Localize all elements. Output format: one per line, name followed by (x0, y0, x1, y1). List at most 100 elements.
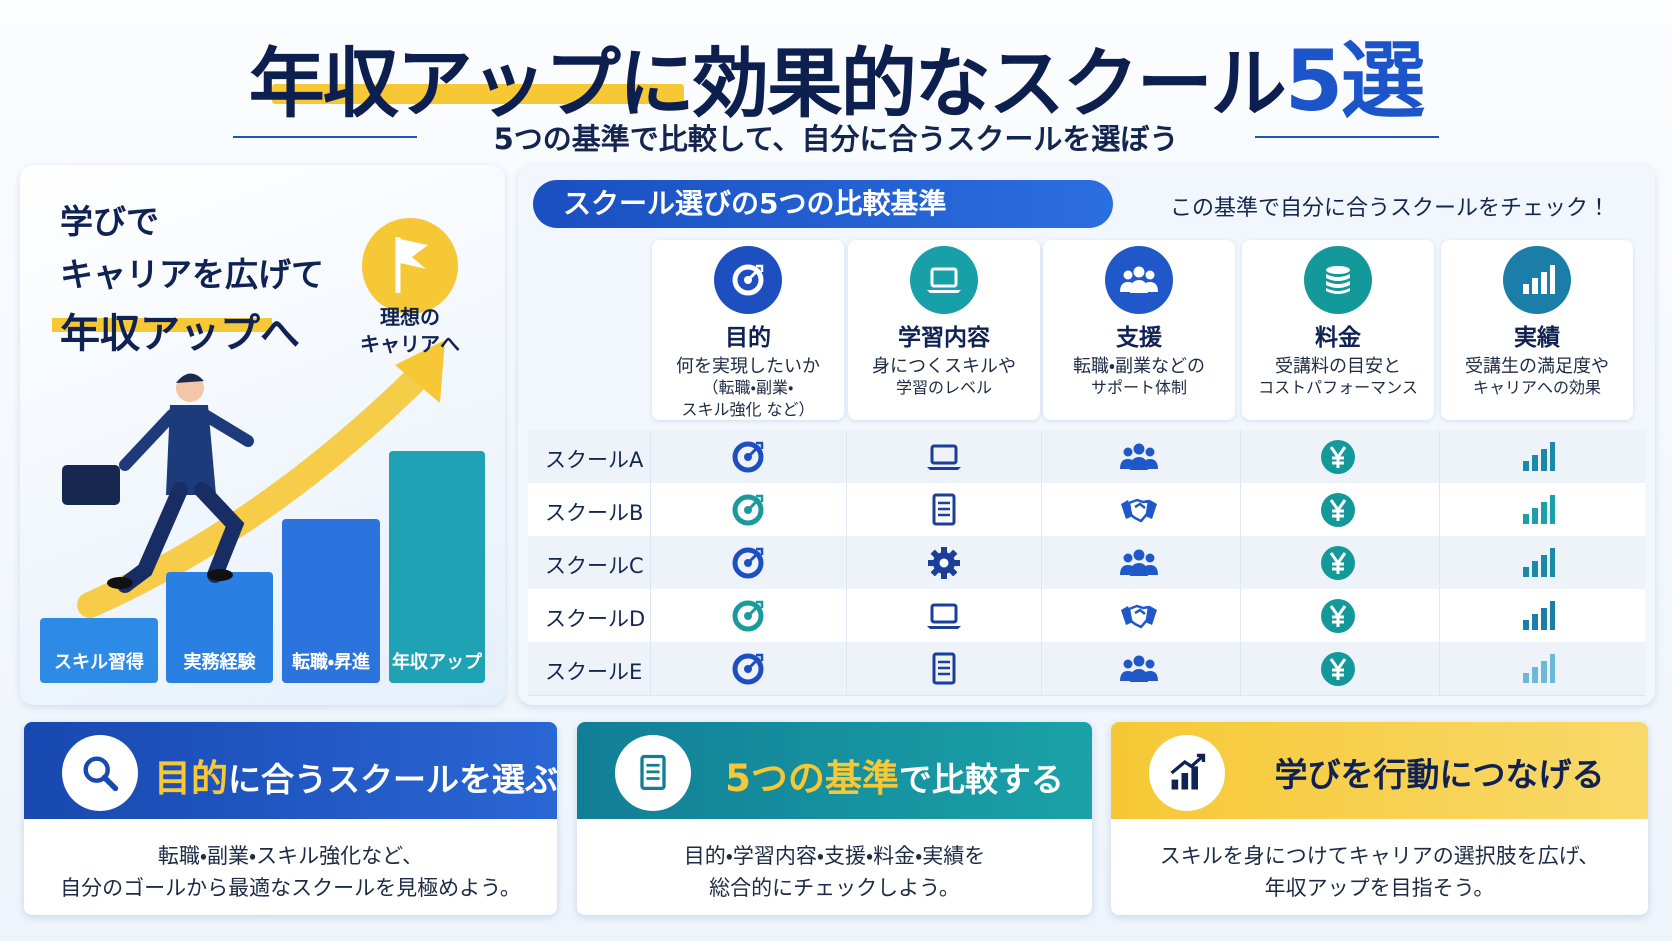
cell-icon (1517, 649, 1557, 689)
icon-rect (62, 465, 120, 505)
icon-path (1134, 502, 1146, 509)
icon-rect (930, 267, 958, 288)
cell-icon (1119, 543, 1159, 583)
cell-divider (1439, 430, 1440, 483)
icon-svg (732, 600, 764, 632)
cell-divider (650, 642, 651, 695)
icon-path (756, 494, 764, 502)
cell-icon (924, 543, 964, 583)
cell-divider (1041, 642, 1042, 695)
subtitle-rule-right (1255, 136, 1439, 138)
icon-svg (1121, 498, 1157, 523)
icon-circle (1133, 549, 1145, 561)
icon-rect (40, 618, 158, 683)
cell-divider (1439, 589, 1440, 642)
row-label: スクールE (545, 660, 643, 684)
cell-divider (846, 536, 847, 589)
step-label: スキル習得 (54, 652, 144, 673)
table-row (528, 536, 1645, 590)
icon-rect (1171, 779, 1179, 790)
card-body: 総合的にチェックしよう。 (709, 876, 960, 900)
icon-rect (389, 451, 485, 683)
cell-divider (1041, 536, 1042, 589)
icon-svg (40, 218, 485, 683)
icon-path (1130, 563, 1148, 576)
icon-path (1120, 565, 1133, 575)
icon-rect (1523, 284, 1529, 294)
icon-rect (1523, 461, 1529, 471)
cell-icon (728, 490, 768, 530)
cell-icon (924, 437, 964, 477)
icon-circle (1123, 270, 1133, 280)
card-title: 5つの基準で比較する (707, 748, 1082, 802)
icon-rect (1523, 567, 1529, 577)
cell-divider (1041, 589, 1042, 642)
icon-rect (1532, 278, 1538, 294)
card-title-part: に合うスクールを選ぶ (228, 760, 558, 799)
card-icon-bg (62, 735, 138, 811)
icon-svg (1120, 266, 1158, 293)
cell-divider (846, 430, 847, 483)
icon-svg (1523, 265, 1555, 294)
icon-path (746, 656, 761, 671)
icon-circle (1123, 553, 1133, 563)
icon-rect (1532, 455, 1538, 471)
icon-rect (1541, 555, 1547, 577)
cell-icon (728, 649, 768, 689)
criteria-name: 学習内容 (898, 325, 990, 351)
icon-rect (1550, 265, 1555, 294)
card-body: 自分のゴールから最適なスクールを見極めよう。 (60, 876, 521, 900)
icon-rect (941, 571, 947, 579)
subtitle-rule-left (233, 136, 417, 138)
title-highlight: 5選 (1284, 32, 1425, 130)
cell-icon (1119, 649, 1159, 689)
cell-icon (1318, 596, 1358, 636)
icon-path (1329, 446, 1347, 468)
icon-circle (732, 547, 764, 579)
icon-path (400, 239, 428, 269)
icon-path (927, 467, 961, 470)
table-row (528, 642, 1645, 696)
cell-divider (1041, 430, 1042, 483)
icon-svg (640, 754, 666, 791)
cell-divider (1240, 589, 1241, 642)
step-label: 転職・昇進 (291, 652, 371, 673)
icon-svg (732, 441, 764, 473)
card-icon (78, 751, 122, 795)
row-label: スクールC (545, 554, 644, 578)
icon-path (746, 603, 761, 618)
icon-path (119, 409, 178, 471)
criteria-desc: キャリアへの効果 (1472, 378, 1601, 397)
cell-icon (1517, 596, 1557, 636)
cell-divider (1240, 536, 1241, 589)
hero-line: 年収アップへ (60, 311, 300, 357)
cell-icon (728, 437, 768, 477)
hero-line: キャリアを広げて (60, 255, 324, 294)
icon-path (1329, 605, 1347, 627)
card-title: 目的に合うスクールを選ぶ (154, 748, 558, 802)
criteria-name: 料金 (1315, 325, 1361, 351)
cell-divider (1041, 483, 1042, 536)
icon-path (1130, 457, 1148, 470)
icon-rect (1541, 449, 1547, 471)
cell-icon (728, 543, 768, 583)
criteria-name: 実績 (1514, 325, 1560, 351)
cell-icon (1119, 437, 1159, 477)
icon-rect (1532, 667, 1538, 683)
row-label: スクールD (545, 607, 646, 631)
icon-path (1145, 671, 1158, 681)
icon-rect (1541, 608, 1547, 630)
icon-rect (1541, 661, 1547, 683)
icon-rect (1550, 495, 1555, 524)
cell-icon (1318, 543, 1358, 583)
step-label: 実務経験 (183, 652, 256, 673)
card-title-part: 5つの基準 (725, 757, 899, 800)
cell-icon (1318, 649, 1358, 689)
table-row (528, 589, 1645, 643)
card-title: 学びを行動につなげる (1241, 748, 1638, 796)
icon-circle (939, 558, 949, 568)
icon-path (166, 405, 216, 495)
icon-svg (1120, 549, 1158, 576)
icon-circle (732, 441, 764, 473)
icon-circle (362, 218, 458, 314)
